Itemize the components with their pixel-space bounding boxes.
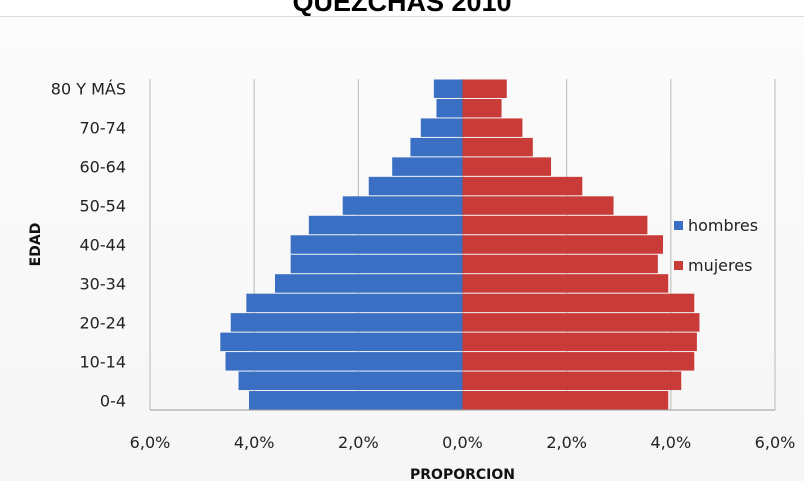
bar-mujeres [462, 79, 507, 98]
bar-hombres [246, 293, 463, 313]
x-axis-title: PROPORCION [410, 467, 515, 481]
bar-hombres [410, 137, 463, 157]
bar-hombres [248, 391, 463, 410]
y-tick-label: 20-24 [80, 313, 127, 332]
bar-mujeres [462, 118, 523, 137]
bar-hombres [308, 215, 463, 235]
y-tick-label: 10-14 [80, 352, 127, 371]
legend-label: hombres [688, 216, 758, 235]
bar-mujeres [462, 293, 695, 313]
bar-mujeres [462, 371, 682, 391]
bar-hombres [436, 98, 463, 118]
y-tick-label: 40-44 [80, 236, 127, 255]
x-tick-label: 2,0% [546, 433, 587, 452]
y-tick-label: 30-34 [80, 274, 127, 293]
bar-hombres [220, 332, 463, 352]
bar-hombres [392, 157, 463, 176]
x-tick-label: 6,0% [130, 433, 171, 452]
bar-hombres [368, 176, 463, 196]
bar-hombres [420, 118, 463, 137]
bar-hombres [225, 352, 463, 371]
x-tick-label: 6,0% [755, 433, 796, 452]
y-tick-label: 0-4 [100, 391, 126, 410]
bar-mujeres [462, 196, 614, 215]
x-tick-label: 2,0% [338, 433, 379, 452]
y-tick-label: 80 Y MÁS [51, 80, 126, 99]
bar-mujeres [462, 215, 648, 235]
bar-mujeres [462, 137, 533, 157]
legend-swatch [674, 261, 683, 270]
bar-mujeres [462, 313, 700, 332]
bar-hombres [290, 254, 463, 274]
bar-hombres [290, 235, 463, 254]
bar-mujeres [462, 98, 502, 118]
bar-mujeres [462, 352, 695, 371]
chart-svg: 6,0% 4,0% 2,0% 0,0% 2,0% 4,0% 6,0% 0-4 10-14 20-2… [28, 79, 796, 481]
y-tick-label: 70-74 [80, 119, 127, 138]
chart-title-strip: QUEZCHAS 2010 [0, 0, 804, 17]
bar-mujeres [462, 157, 552, 176]
y-tick-label: 60-64 [80, 158, 127, 177]
legend-swatch [674, 221, 683, 230]
bar-mujeres [462, 235, 664, 254]
bar-hombres [275, 274, 463, 293]
bar-mujeres [462, 274, 669, 293]
bar-mujeres [462, 332, 697, 352]
x-tick-label: 0,0% [442, 433, 483, 452]
bar-mujeres [462, 176, 583, 196]
bar-mujeres [462, 391, 669, 410]
bar-hombres [342, 196, 463, 215]
x-tick-label: 4,0% [234, 433, 275, 452]
bar-hombres [238, 371, 463, 391]
population-pyramid-chart: 6,0% 4,0% 2,0% 0,0% 2,0% 4,0% 6,0% 0-4 10-14 20-2… [0, 17, 804, 481]
chart-title: QUEZCHAS 2010 [292, 0, 512, 17]
legend-label: mujeres [688, 256, 752, 275]
bar-hombres [230, 313, 463, 332]
x-tick-label: 4,0% [651, 433, 692, 452]
bar-hombres [433, 79, 463, 98]
y-axis-title: EDAD [28, 223, 44, 267]
bar-mujeres [462, 254, 658, 274]
y-tick-label: 50-54 [80, 197, 127, 216]
